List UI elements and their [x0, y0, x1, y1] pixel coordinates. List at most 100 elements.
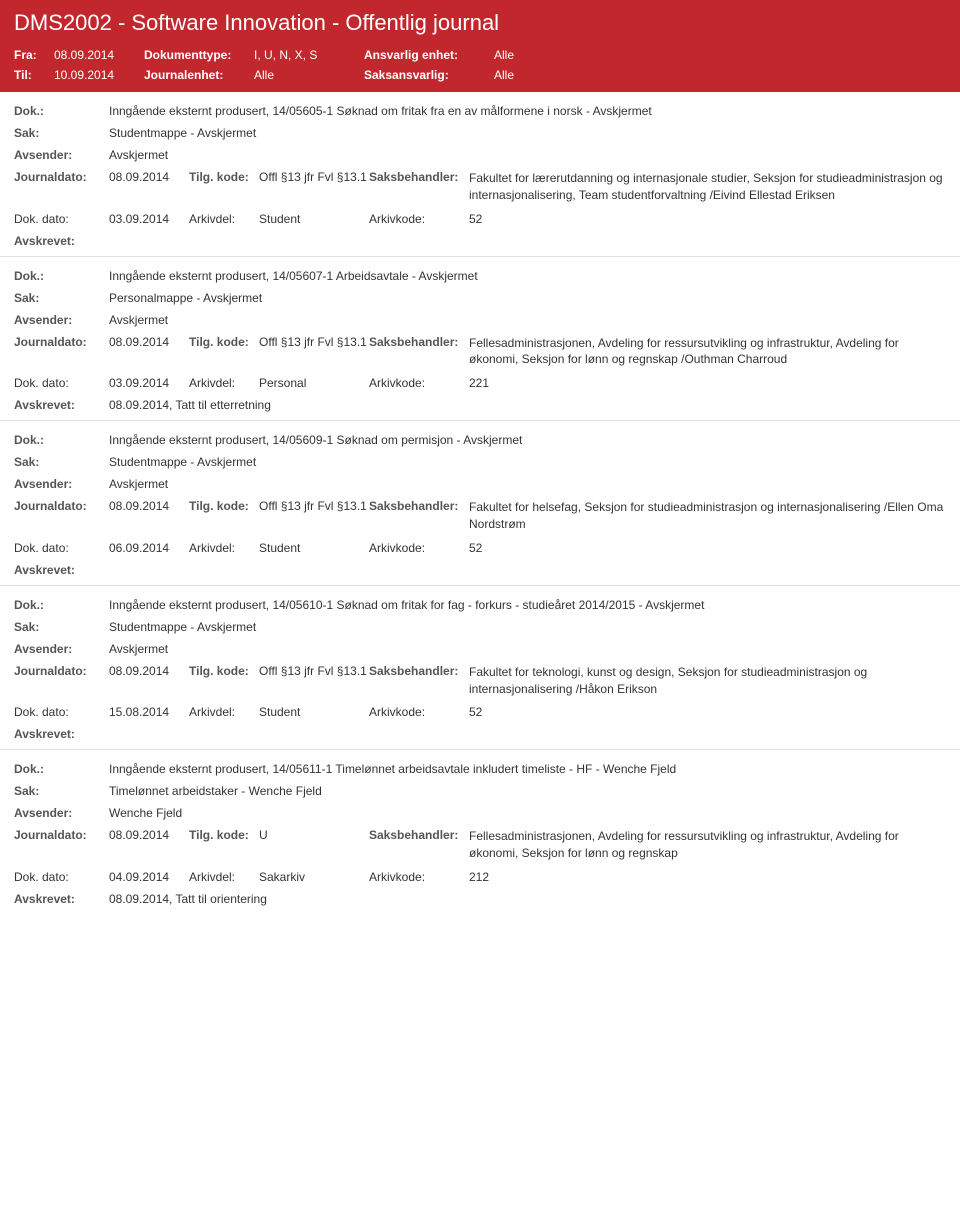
dokdato-value: 06.09.2014 — [109, 541, 189, 555]
arkivkode-label: Arkivkode: — [369, 541, 469, 555]
tilgkode-value: Offl §13 jfr Fvl §13.1 — [259, 335, 369, 349]
arkivkode-label: Arkivkode: — [369, 705, 469, 719]
tilgkode-label: Tilg. kode: — [189, 170, 259, 184]
avsender-value: Avskjermet — [109, 642, 946, 656]
saksansvarlig-value: Alle — [494, 68, 946, 82]
journal-entry: Dok.: Inngående eksternt produsert, 14/0… — [0, 256, 960, 421]
journal-entry: Dok.: Inngående eksternt produsert, 14/0… — [0, 749, 960, 914]
journaldato-label: Journaldato: — [14, 664, 109, 678]
dok-label: Dok.: — [14, 433, 109, 447]
avskrevet-label: Avskrevet: — [14, 398, 109, 412]
fra-label: Fra: — [14, 48, 54, 62]
tilgkode-value: Offl §13 jfr Fvl §13.1 — [259, 499, 369, 513]
avskrevet-label: Avskrevet: — [14, 563, 109, 577]
dok-value: Inngående eksternt produsert, 14/05607-1… — [109, 269, 946, 283]
arkivkode-label: Arkivkode: — [369, 212, 469, 226]
avskrevet-value — [109, 727, 946, 741]
arkivdel-label: Arkivdel: — [189, 870, 259, 884]
journalenhet-value: Alle — [254, 68, 364, 82]
doktype-value: I, U, N, X, S — [254, 48, 364, 62]
avsender-value: Avskjermet — [109, 477, 946, 491]
sak-label: Sak: — [14, 620, 109, 634]
avsender-value: Avskjermet — [109, 148, 946, 162]
tilgkode-label: Tilg. kode: — [189, 335, 259, 349]
saksbehandler-label: Saksbehandler: — [369, 170, 469, 184]
dokdato-label: Dok. dato: — [14, 870, 109, 884]
arkivdel-value: Student — [259, 705, 369, 719]
arkivdel-value: Sakarkiv — [259, 870, 369, 884]
saksbehandler-value: Fakultet for lærerutdanning og internasj… — [469, 170, 946, 204]
dokdato-value: 15.08.2014 — [109, 705, 189, 719]
arkivkode-value: 52 — [469, 705, 946, 719]
dok-label: Dok.: — [14, 104, 109, 118]
ansvarlig-label: Ansvarlig enhet: — [364, 48, 494, 62]
journaldato-label: Journaldato: — [14, 499, 109, 513]
journal-entry: Dok.: Inngående eksternt produsert, 14/0… — [0, 92, 960, 256]
filter-bar: Fra: 08.09.2014 Dokumenttype: I, U, N, X… — [0, 42, 960, 92]
arkivdel-label: Arkivdel: — [189, 376, 259, 390]
til-label: Til: — [14, 68, 54, 82]
dok-value: Inngående eksternt produsert, 14/05609-1… — [109, 433, 946, 447]
arkivdel-value: Student — [259, 541, 369, 555]
dok-label: Dok.: — [14, 762, 109, 776]
avsender-label: Avsender: — [14, 148, 109, 162]
journaldato-label: Journaldato: — [14, 828, 109, 842]
arkivkode-value: 52 — [469, 212, 946, 226]
saksbehandler-label: Saksbehandler: — [369, 828, 469, 842]
journaldato-value: 08.09.2014 — [109, 664, 189, 678]
avsender-value: Wenche Fjeld — [109, 806, 946, 820]
sak-value: Timelønnet arbeidstaker - Wenche Fjeld — [109, 784, 946, 798]
fra-value: 08.09.2014 — [54, 48, 144, 62]
saksbehandler-label: Saksbehandler: — [369, 335, 469, 349]
avskrevet-label: Avskrevet: — [14, 234, 109, 248]
arkivkode-value: 221 — [469, 376, 946, 390]
dokdato-label: Dok. dato: — [14, 376, 109, 390]
saksbehandler-value: Fellesadministrasjonen, Avdeling for res… — [469, 828, 946, 862]
doktype-label: Dokumenttype: — [144, 48, 254, 62]
arkivkode-label: Arkivkode: — [369, 870, 469, 884]
arkivdel-label: Arkivdel: — [189, 212, 259, 226]
page-title: DMS2002 - Software Innovation - Offentli… — [0, 0, 960, 42]
saksbehandler-label: Saksbehandler: — [369, 499, 469, 513]
tilgkode-label: Tilg. kode: — [189, 664, 259, 678]
journaldato-value: 08.09.2014 — [109, 170, 189, 184]
sak-label: Sak: — [14, 291, 109, 305]
entries-list: Dok.: Inngående eksternt produsert, 14/0… — [0, 92, 960, 914]
saksbehandler-value: Fakultet for helsefag, Seksjon for studi… — [469, 499, 946, 533]
ansvarlig-value: Alle — [494, 48, 946, 62]
avsender-label: Avsender: — [14, 806, 109, 820]
avskrevet-value: 08.09.2014, Tatt til orientering — [109, 892, 946, 906]
dokdato-value: 03.09.2014 — [109, 212, 189, 226]
avsender-label: Avsender: — [14, 477, 109, 491]
avskrevet-value: 08.09.2014, Tatt til etterretning — [109, 398, 946, 412]
dok-label: Dok.: — [14, 269, 109, 283]
til-value: 10.09.2014 — [54, 68, 144, 82]
journaldato-value: 08.09.2014 — [109, 335, 189, 349]
arkivdel-value: Personal — [259, 376, 369, 390]
dokdato-label: Dok. dato: — [14, 541, 109, 555]
dok-value: Inngående eksternt produsert, 14/05610-1… — [109, 598, 946, 612]
avsender-value: Avskjermet — [109, 313, 946, 327]
arkivdel-label: Arkivdel: — [189, 541, 259, 555]
dokdato-label: Dok. dato: — [14, 212, 109, 226]
dok-value: Inngående eksternt produsert, 14/05605-1… — [109, 104, 946, 118]
tilgkode-label: Tilg. kode: — [189, 499, 259, 513]
arkivdel-value: Student — [259, 212, 369, 226]
avsender-label: Avsender: — [14, 642, 109, 656]
saksbehandler-value: Fellesadministrasjonen, Avdeling for res… — [469, 335, 946, 369]
sak-label: Sak: — [14, 126, 109, 140]
saksansvarlig-label: Saksansvarlig: — [364, 68, 494, 82]
journaldato-value: 08.09.2014 — [109, 499, 189, 513]
arkivkode-value: 212 — [469, 870, 946, 884]
journal-entry: Dok.: Inngående eksternt produsert, 14/0… — [0, 585, 960, 750]
dokdato-value: 03.09.2014 — [109, 376, 189, 390]
avskrevet-label: Avskrevet: — [14, 727, 109, 741]
sak-value: Personalmappe - Avskjermet — [109, 291, 946, 305]
tilgkode-value: Offl §13 jfr Fvl §13.1 — [259, 170, 369, 184]
avskrevet-label: Avskrevet: — [14, 892, 109, 906]
arkivkode-label: Arkivkode: — [369, 376, 469, 390]
journaldato-label: Journaldato: — [14, 170, 109, 184]
dok-value: Inngående eksternt produsert, 14/05611-1… — [109, 762, 946, 776]
sak-label: Sak: — [14, 784, 109, 798]
avsender-label: Avsender: — [14, 313, 109, 327]
